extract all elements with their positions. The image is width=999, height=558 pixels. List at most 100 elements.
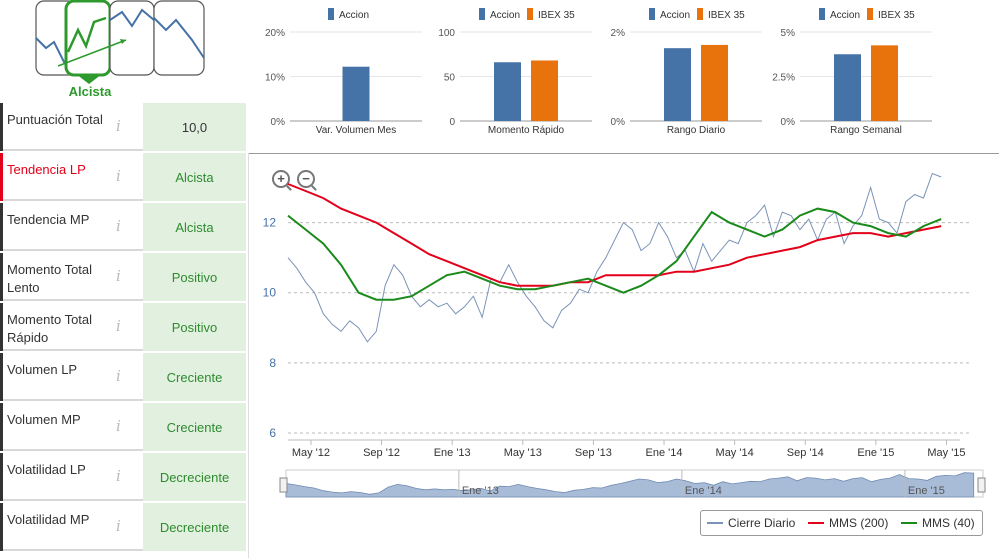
panel-name: Puntuación Total	[0, 103, 108, 151]
legend-label: MMS (200)	[829, 516, 889, 530]
series-mms40	[287, 207, 942, 301]
info-icon[interactable]: i	[116, 467, 121, 485]
indicator-panel: Tendencia LP i Alcista	[0, 153, 246, 201]
navigator-handle-left	[279, 477, 288, 493]
indicator-panel: Volumen LP i Creciente	[0, 353, 246, 401]
y-tick-label: 0	[449, 117, 455, 128]
x-tick-label: May '12	[292, 447, 330, 459]
info-icon[interactable]: i	[116, 317, 121, 335]
y-tick-label: 8	[269, 356, 276, 370]
bar	[871, 45, 898, 121]
navigator-tick-label: Ene '14	[685, 485, 722, 497]
y-tick-label: 10	[263, 286, 277, 300]
navigator-chart[interactable]: Ene '13 Ene '14 Ene '15	[278, 465, 998, 505]
panel-name: Volatilidad LP	[0, 453, 108, 501]
legend-swatch	[328, 8, 334, 20]
y-tick-label: 0%	[611, 117, 626, 128]
info-icon[interactable]: i	[116, 367, 121, 385]
navigator-area	[285, 472, 975, 498]
panel-name: Tendencia LP	[0, 153, 108, 201]
mini-chart-momento: Accion IBEX 35 100 50 0 Momento Rápido	[438, 8, 592, 136]
trend-sideways-icon[interactable]	[109, 0, 155, 76]
x-tick-label: May '14	[716, 447, 754, 459]
info-icon[interactable]: i	[116, 117, 121, 135]
panel-value: Positivo	[143, 303, 246, 351]
bar	[834, 54, 861, 121]
panel-value: Decreciente	[143, 503, 246, 551]
legend-item-mms40[interactable]: MMS (40)	[901, 516, 975, 530]
indicator-panel: Volatilidad LP i Decreciente	[0, 453, 246, 501]
y-tick-label: 0%	[271, 117, 286, 128]
legend-label: Cierre Diario	[728, 516, 796, 530]
zoom-in-icon[interactable]: +	[272, 170, 290, 188]
zoom-out-icon[interactable]: −	[297, 170, 315, 188]
x-tick-label: Sep '12	[363, 447, 400, 459]
bar	[342, 66, 370, 121]
panel-value: Alcista	[143, 203, 246, 251]
panel-value: Creciente	[143, 353, 246, 401]
mini-chart-rango-diario: Accion IBEX 35 2% 0% Rango Diario	[611, 8, 762, 136]
info-icon[interactable]: i	[116, 267, 121, 285]
bar	[701, 44, 728, 122]
x-tick-label: Sep '13	[575, 447, 612, 459]
legend-label: Accion	[490, 10, 520, 21]
legend-item-mms200[interactable]: MMS (200)	[808, 516, 888, 530]
trend-bearish-2-icon[interactable]	[153, 0, 205, 76]
bar	[664, 48, 691, 121]
legend-label: IBEX 35	[538, 10, 575, 21]
chart-legend: Cierre Diario MMS (200) MMS (40)	[700, 510, 983, 536]
panel-name: Volumen LP	[0, 353, 108, 401]
panel-value: Positivo	[143, 253, 246, 301]
panel-name: Momento Total Lento	[0, 253, 108, 301]
y-tick-label: 0%	[781, 117, 796, 128]
y-tick-label: 12	[263, 216, 277, 230]
x-tick-label: Ene '14	[646, 447, 683, 459]
legend-swatch	[649, 8, 655, 20]
price-chart[interactable]: 12 10 8 6 May '12 Sep '12 Ene '13 May '13 Sep '1…	[250, 155, 970, 465]
x-tick-label: Ene '13	[434, 447, 471, 459]
panel-value: 10,0	[143, 103, 246, 151]
panel-name: Momento Total Rápido	[0, 303, 108, 351]
y-tick-label: 6	[269, 426, 276, 440]
chart-title: Rango Diario	[667, 125, 726, 136]
legend-item-cierre[interactable]: Cierre Diario	[707, 516, 795, 530]
navigator-tick-label: Ene '15	[908, 485, 945, 497]
legend-swatch	[527, 8, 533, 20]
x-tick-label: Sep '14	[787, 447, 824, 459]
legend-label: IBEX 35	[708, 10, 745, 21]
series-cierre-diario	[287, 172, 942, 343]
trend-indicator	[35, 0, 205, 84]
x-tick-label: May '15	[927, 447, 965, 459]
navigator-tick-label: Ene '13	[462, 485, 499, 497]
info-icon[interactable]: i	[116, 167, 121, 185]
legend-swatch	[479, 8, 485, 20]
panel-name: Volumen MP	[0, 403, 108, 451]
y-tick-label: 50	[444, 73, 456, 84]
chart-title: Var. Volumen Mes	[316, 125, 396, 136]
mini-chart-rango-semanal: Accion IBEX 35 5% 2.5% 0% Rango Semanal	[772, 8, 932, 136]
panel-name: Volatilidad MP	[0, 503, 108, 551]
panel-value: Creciente	[143, 403, 246, 451]
y-tick-label: 2.5%	[772, 73, 795, 84]
chart-title: Momento Rápido	[488, 125, 565, 136]
legend-label: Accion	[339, 10, 369, 21]
bar	[531, 60, 558, 121]
y-tick-label: 20%	[265, 28, 285, 39]
y-tick-label: 2%	[611, 28, 626, 39]
indicator-panel: Tendencia MP i Alcista	[0, 203, 246, 251]
mini-chart-volumen: Accion 20% 10% 0% Var. Volumen Mes	[265, 8, 422, 136]
legend-swatch	[867, 8, 873, 20]
legend-label: MMS (40)	[922, 516, 975, 530]
legend-label: IBEX 35	[878, 10, 915, 21]
y-tick-label: 100	[438, 28, 455, 39]
info-icon[interactable]: i	[116, 517, 121, 535]
panel-name: Tendencia MP	[0, 203, 108, 251]
panel-value: Alcista	[143, 153, 246, 201]
panel-value: Decreciente	[143, 453, 246, 501]
bar	[494, 62, 521, 121]
info-icon[interactable]: i	[116, 217, 121, 235]
info-icon[interactable]: i	[116, 417, 121, 435]
indicator-panel: Puntuación Total i 10,0	[0, 103, 246, 151]
trend-bullish-icon[interactable]	[64, 0, 112, 84]
legend-swatch	[697, 8, 703, 20]
